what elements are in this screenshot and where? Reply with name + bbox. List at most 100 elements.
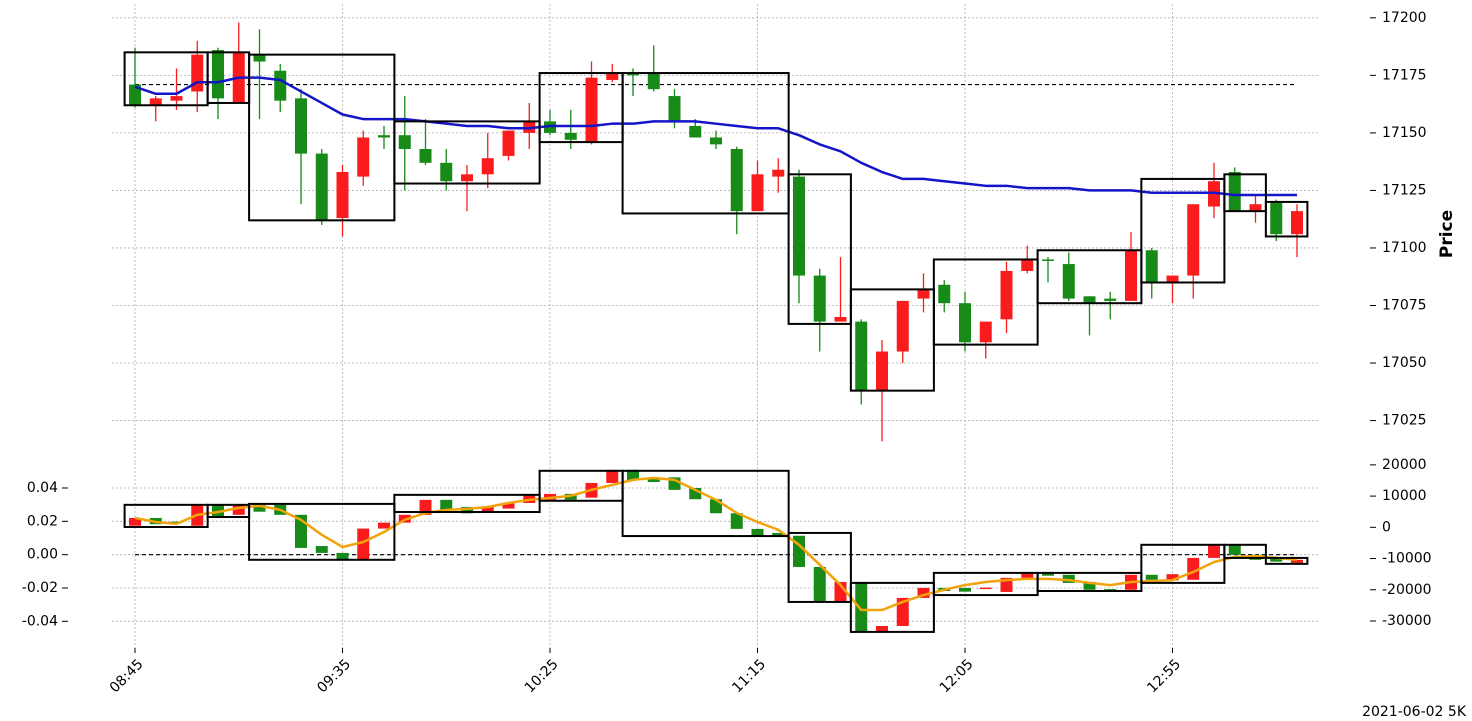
candle-body [461,174,473,182]
candle-body [1291,211,1303,235]
candle-body [1083,296,1096,304]
candle-body [232,504,245,515]
candle-body [1228,544,1241,555]
candle-body [440,499,453,510]
y2-tick-label: -20000 [1382,582,1432,598]
candle-body [1062,264,1075,299]
range-box [849,581,935,633]
range-box [1264,200,1309,238]
y-tick-label: 17025 [1382,413,1427,429]
candle-body [1270,201,1283,235]
candle-body [502,130,515,156]
range-box [248,502,396,561]
x-tick-label: 12:55 [1144,656,1184,696]
candle-body [357,137,370,177]
candle-body [1249,204,1262,212]
range-box [1264,556,1309,565]
candle-body [647,477,660,483]
y-axis-label: Price [1437,210,1457,258]
candle-body [378,522,390,529]
range-box [621,72,790,215]
candle-body [668,96,681,122]
y2-tick-label: -10000 [1382,551,1432,567]
candle-body [959,587,971,592]
y-tick-label: 0.00 [27,547,58,563]
candle-body [896,597,909,626]
candle-body [585,77,598,143]
y-tick-label: 17100 [1382,240,1427,256]
candle-body [149,98,162,106]
candle-body [1021,571,1034,578]
candle-body [253,54,266,62]
range-box [1140,543,1226,584]
candle-body [378,135,390,138]
range-box [393,493,541,514]
candle-body [481,158,494,175]
candle-body [1021,259,1034,271]
x-tick-label: 10:25 [522,656,562,696]
annotation: 2021-06-02 5K [1362,704,1467,720]
candle-body [440,162,453,182]
y-tick-label: -0.04 [22,613,58,629]
candle-body [627,469,639,481]
range-box [1223,173,1267,213]
candle-body [793,176,805,276]
range-box [787,531,852,603]
candle-body [129,84,141,106]
candle-body [481,507,494,512]
y-tick-label: 17150 [1382,125,1427,141]
moving-average-line [134,76,1297,197]
x-tick-label: 12:05 [937,656,977,696]
y2-tick-label: 0 [1382,519,1391,535]
candle-body [564,132,577,140]
candle-body [419,148,432,163]
y-tick-label: 0.02 [27,513,58,529]
candle-body [751,528,764,536]
candle-body [315,546,328,553]
candle-body [1000,270,1013,320]
candle-body [938,284,951,304]
candle-body [896,300,909,352]
candle-body [315,153,328,221]
candle-body [959,303,971,343]
candle-body [876,351,888,391]
candle-body [1104,589,1117,591]
candle-body [129,517,141,526]
candle-body [751,174,764,212]
candle-body [772,169,785,177]
candle-body [1228,172,1241,212]
y-tick-label: -0.02 [22,580,58,596]
candle-body [1270,558,1283,562]
candle-body [1208,544,1220,558]
x-tick-label: 08:45 [107,656,147,696]
candle-body [917,587,930,598]
candle-body [295,98,307,154]
candle-body [730,148,743,212]
candle-body [979,587,992,590]
candle-body [1166,574,1179,581]
candle-body [689,487,702,500]
moving-average-line [134,476,1298,612]
candle-body [710,137,722,145]
candle-body [1291,559,1303,563]
candle-body [170,96,183,101]
y2-tick-label: -30000 [1382,613,1432,629]
candle-body [274,70,287,101]
candle-body [917,289,930,299]
range-box [787,173,852,325]
candle-body [1083,581,1096,590]
range-box [393,120,541,185]
y-tick-label: 17125 [1382,182,1427,198]
candle-body [979,321,992,343]
candle-body [1166,275,1179,283]
y-tick-label: 17175 [1382,67,1427,83]
y2-tick-label: 20000 [1382,457,1427,473]
candle-body [606,73,619,80]
candle-body [647,73,660,90]
range-box [1223,543,1267,559]
range-box [621,469,790,538]
candle-body [1042,259,1054,261]
candle-body [1145,250,1158,283]
